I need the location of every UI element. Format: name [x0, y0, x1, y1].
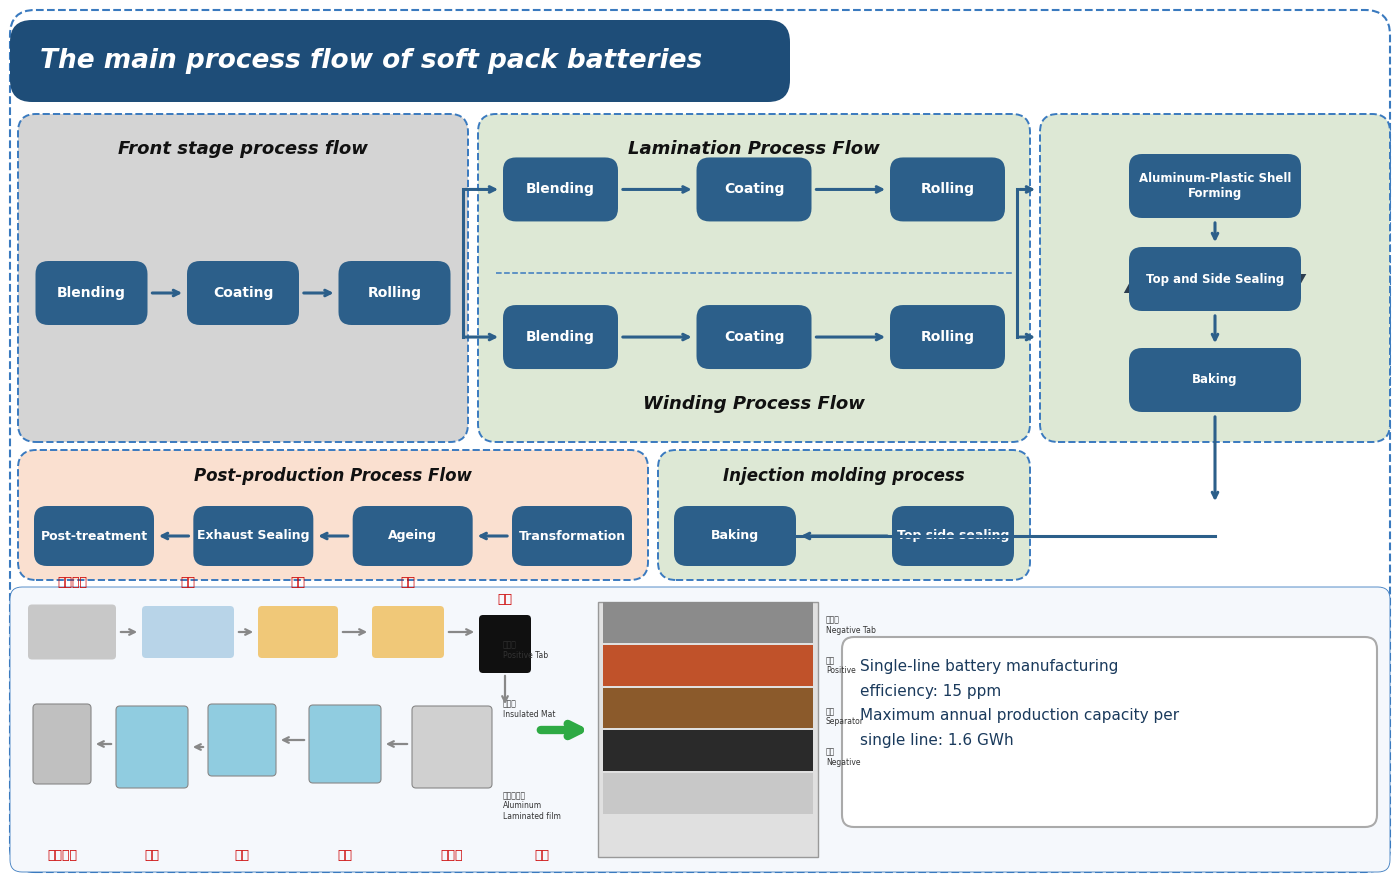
FancyBboxPatch shape [34, 704, 91, 784]
FancyBboxPatch shape [209, 704, 276, 776]
Text: 铝塑包装膜
Aluminum
Laminated film: 铝塑包装膜 Aluminum Laminated film [503, 791, 561, 821]
Text: Top side sealing: Top side sealing [897, 529, 1009, 542]
Text: 辊轧: 辊轧 [291, 576, 305, 589]
Text: Exhaust Sealing: Exhaust Sealing [197, 529, 309, 542]
FancyBboxPatch shape [673, 506, 797, 566]
FancyBboxPatch shape [353, 506, 473, 566]
Text: 模切: 模切 [497, 593, 512, 606]
Text: Ageing: Ageing [388, 529, 437, 542]
Text: Coating: Coating [724, 183, 784, 197]
Text: 负极
Negative: 负极 Negative [826, 748, 861, 767]
Text: Coating: Coating [724, 330, 784, 344]
FancyBboxPatch shape [603, 774, 813, 814]
FancyBboxPatch shape [841, 637, 1378, 827]
FancyBboxPatch shape [1040, 114, 1390, 442]
FancyBboxPatch shape [603, 730, 813, 771]
Text: 绝缘片
Insulated Mat: 绝缘片 Insulated Mat [503, 699, 556, 719]
FancyBboxPatch shape [35, 261, 147, 325]
FancyBboxPatch shape [412, 706, 491, 788]
Text: Blending: Blending [526, 183, 595, 197]
Text: 化成检测: 化成检测 [48, 849, 77, 862]
FancyBboxPatch shape [603, 645, 813, 685]
Text: Top and Side Sealing: Top and Side Sealing [1145, 273, 1284, 286]
Text: The main process flow of soft pack batteries: The main process flow of soft pack batte… [41, 48, 703, 74]
FancyBboxPatch shape [892, 506, 1014, 566]
Text: 正极
Positive: 正极 Positive [826, 656, 855, 676]
FancyBboxPatch shape [193, 506, 314, 566]
Text: Rolling: Rolling [367, 286, 421, 300]
FancyBboxPatch shape [697, 305, 812, 369]
FancyBboxPatch shape [116, 706, 188, 788]
Text: Baking: Baking [1193, 373, 1238, 386]
Text: 二封: 二封 [144, 849, 160, 862]
FancyBboxPatch shape [503, 158, 617, 221]
Text: 注液: 注液 [235, 849, 249, 862]
Text: Winding Process Flow: Winding Process Flow [643, 395, 865, 413]
FancyBboxPatch shape [1128, 247, 1301, 311]
Text: 叠片: 叠片 [535, 849, 549, 862]
Text: Aluminum-Plastic Shell
Forming: Aluminum-Plastic Shell Forming [1138, 172, 1291, 200]
FancyBboxPatch shape [512, 506, 631, 566]
FancyBboxPatch shape [372, 606, 444, 658]
FancyBboxPatch shape [697, 158, 812, 221]
Text: Single-line battery manufacturing
efficiency: 15 ppm
Maximum annual production c: Single-line battery manufacturing effici… [860, 659, 1179, 748]
Text: Assembly: Assembly [1126, 266, 1305, 300]
FancyBboxPatch shape [141, 606, 234, 658]
Text: Post-treatment: Post-treatment [41, 529, 147, 542]
Text: Coating: Coating [213, 286, 273, 300]
Text: Transformation: Transformation [518, 529, 626, 542]
FancyBboxPatch shape [477, 114, 1030, 442]
Text: 分切: 分切 [400, 576, 416, 589]
FancyBboxPatch shape [339, 261, 451, 325]
Text: Blending: Blending [57, 286, 126, 300]
FancyBboxPatch shape [10, 20, 790, 102]
FancyBboxPatch shape [18, 450, 648, 580]
Text: Lamination Process Flow: Lamination Process Flow [629, 140, 879, 158]
Text: 正极耳
Positive Tab: 正极耳 Positive Tab [503, 640, 549, 660]
Text: Rolling: Rolling [921, 183, 974, 197]
Text: 负极耳
Negative Tab: 负极耳 Negative Tab [826, 616, 876, 635]
Text: 浆料搅拌: 浆料搅拌 [57, 576, 87, 589]
FancyBboxPatch shape [18, 114, 468, 442]
FancyBboxPatch shape [603, 602, 813, 643]
FancyBboxPatch shape [258, 606, 337, 658]
FancyBboxPatch shape [479, 615, 531, 673]
FancyBboxPatch shape [598, 602, 818, 857]
FancyBboxPatch shape [603, 688, 813, 729]
Text: Front stage process flow: Front stage process flow [118, 140, 368, 158]
FancyBboxPatch shape [890, 305, 1005, 369]
Text: Post-production Process Flow: Post-production Process Flow [195, 467, 472, 485]
FancyBboxPatch shape [1128, 154, 1301, 218]
Text: Baking: Baking [711, 529, 759, 542]
FancyBboxPatch shape [309, 705, 381, 783]
Text: Rolling: Rolling [921, 330, 974, 344]
FancyBboxPatch shape [503, 305, 617, 369]
Text: 超声焊: 超声焊 [441, 849, 463, 862]
Text: 涂布: 涂布 [181, 576, 196, 589]
Text: 隔膜
Separator: 隔膜 Separator [826, 707, 864, 727]
FancyBboxPatch shape [28, 604, 116, 660]
FancyBboxPatch shape [1128, 348, 1301, 412]
FancyBboxPatch shape [10, 587, 1390, 872]
FancyBboxPatch shape [658, 450, 1030, 580]
FancyBboxPatch shape [34, 506, 154, 566]
FancyBboxPatch shape [188, 261, 300, 325]
FancyBboxPatch shape [890, 158, 1005, 221]
Text: 封装: 封装 [337, 849, 353, 862]
Text: Blending: Blending [526, 330, 595, 344]
Text: Injection molding process: Injection molding process [724, 467, 965, 485]
